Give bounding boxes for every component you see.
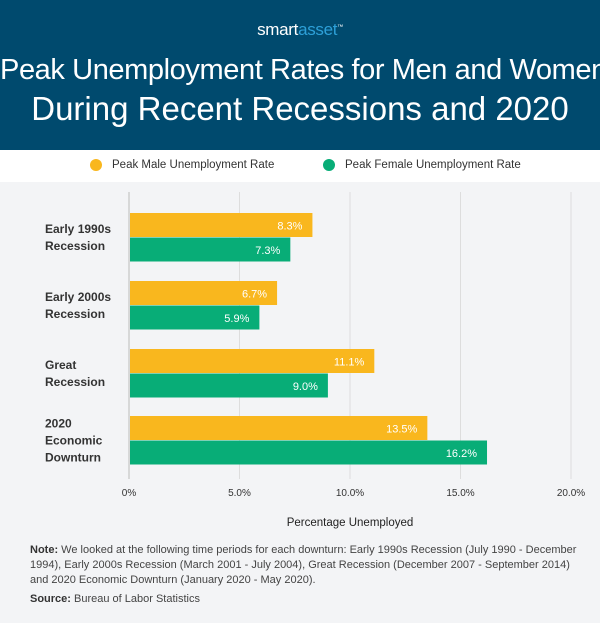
note-text: We looked at the following time periods … <box>30 544 577 586</box>
bar-female <box>130 305 260 330</box>
bar-male <box>130 281 278 305</box>
data-label: 6.7% <box>242 289 267 301</box>
x-tick-label: 0% <box>122 488 137 499</box>
source: Source: Bureau of Labor Statistics <box>30 592 585 607</box>
source-label: Source: <box>30 593 71 605</box>
note-label: Note: <box>30 544 59 556</box>
logo-tm: ™ <box>337 24 343 31</box>
legend-item-female: Peak Female Unemployment Rate <box>323 159 521 171</box>
category-label: Recession <box>45 239 105 253</box>
category-label: Early 2000s <box>45 290 111 304</box>
title-line-2: During Recent Recessions and 2020 <box>31 90 569 127</box>
category-label: Early 1990s <box>45 222 111 236</box>
data-label: 9.0% <box>293 381 318 393</box>
x-axis-label: Percentage Unemployed <box>287 517 414 529</box>
bar-chart: 0% 5.0% 10.0% 15.0% 20.0% Percentage Unemploy… <box>45 192 585 529</box>
data-label: 13.5% <box>386 424 417 436</box>
category-label: Economic <box>45 434 103 448</box>
bar-male <box>130 349 375 373</box>
category-label: Recession <box>45 307 105 321</box>
x-tick-label: 15.0% <box>446 488 474 499</box>
source-text: Bureau of Labor Statistics <box>70 593 200 605</box>
x-tick-label: 10.0% <box>336 488 364 499</box>
x-tick-label: 20.0% <box>557 488 585 499</box>
legend-swatch-female <box>323 159 335 171</box>
legend-label-female: Peak Female Unemployment Rate <box>345 159 521 171</box>
data-label: 8.3% <box>277 221 302 233</box>
smartasset-logo: smartasset™ <box>0 20 600 40</box>
logo-part2: asset <box>298 20 338 39</box>
legend: Peak Male Unemployment Rate Peak Female … <box>0 150 600 182</box>
legend-item-male: Peak Male Unemployment Rate <box>90 159 274 171</box>
bar-female <box>130 237 291 262</box>
category-label: Downturn <box>45 451 101 465</box>
logo-part1: smart <box>257 20 299 39</box>
category-label: Great <box>45 358 76 372</box>
bar-male <box>130 213 313 237</box>
legend-swatch-male <box>90 159 102 171</box>
data-label: 5.9% <box>224 313 249 325</box>
note: Note: We looked at the following time pe… <box>30 543 585 588</box>
data-label: 16.2% <box>446 448 477 460</box>
data-label: 7.3% <box>255 245 280 257</box>
bar-female <box>130 373 328 398</box>
title: Peak Unemployment Rates for Men and Wome… <box>0 52 600 130</box>
bar-male <box>130 416 428 440</box>
category-label: 2020 <box>45 417 72 431</box>
header: smartasset™ Peak Unemployment Rates for … <box>0 0 600 150</box>
category-label: Recession <box>45 375 105 389</box>
footnotes: Note: We looked at the following time pe… <box>30 543 585 607</box>
title-line-1: Peak Unemployment Rates for Men and Wome… <box>0 54 600 86</box>
legend-label-male: Peak Male Unemployment Rate <box>112 159 275 171</box>
bar-female <box>130 440 488 465</box>
x-tick-label: 5.0% <box>228 488 251 499</box>
data-label: 11.1% <box>334 357 365 369</box>
